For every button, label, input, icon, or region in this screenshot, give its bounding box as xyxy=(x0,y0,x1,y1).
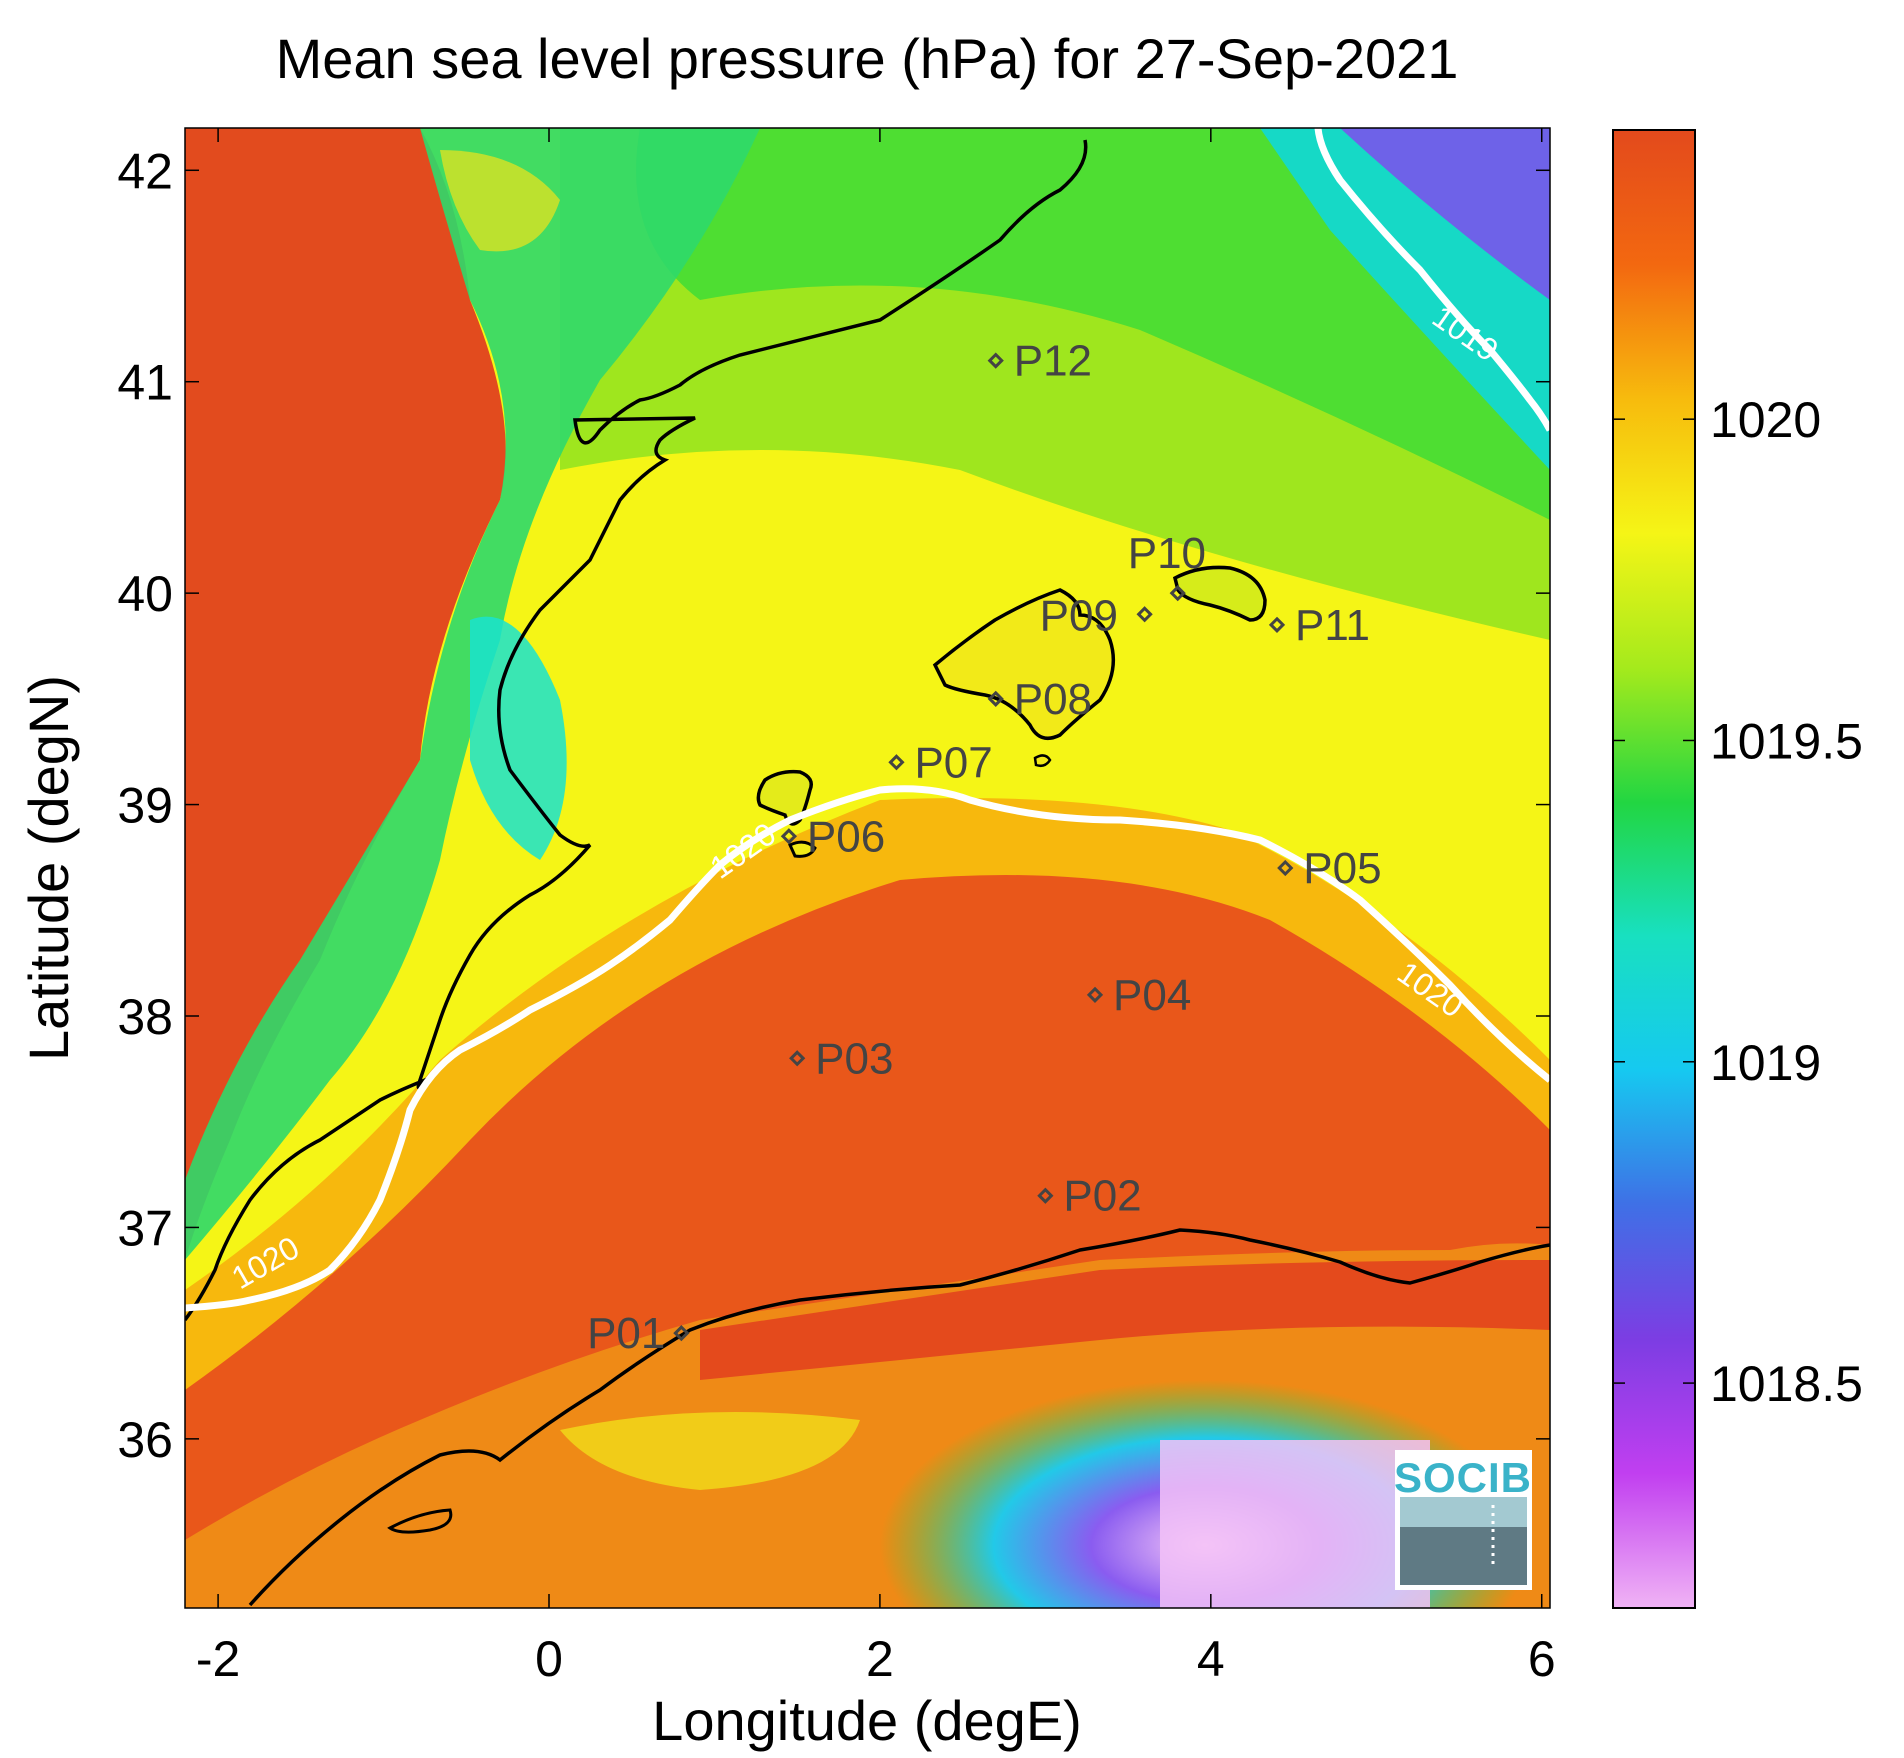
station-p01: P01 xyxy=(587,1309,690,1358)
coastline-africa xyxy=(248,1228,1550,1607)
x-tick-label: 0 xyxy=(535,1631,563,1687)
station-p12: P12 xyxy=(987,337,1092,386)
station-label: P10 xyxy=(1128,529,1206,578)
colorbar-ticks: 1018.5 1019 1019.5 1020 xyxy=(1613,392,1863,1412)
station-marker xyxy=(673,1325,690,1342)
y-tick-label: 36 xyxy=(117,1412,173,1468)
y-axis-label: Latitude (degN) xyxy=(17,675,80,1061)
station-label: P11 xyxy=(1295,601,1370,650)
x-tick-label: -2 xyxy=(196,1631,240,1687)
colorbar-gradient xyxy=(1612,129,1696,1609)
chart-title: Mean sea level pressure (hPa) for 27-Sep… xyxy=(276,27,1459,90)
coastline-iberia xyxy=(185,139,1088,1322)
x-tick-label: 6 xyxy=(1528,1631,1556,1687)
colorbar-tick-label: 1020 xyxy=(1710,392,1821,448)
contour-1020 xyxy=(185,785,1550,1312)
station-marker xyxy=(1037,1187,1054,1204)
station-p11: P11 xyxy=(1268,601,1370,650)
y-tick-label: 42 xyxy=(117,143,173,199)
station-p04: P04 xyxy=(1086,971,1191,1020)
station-marker xyxy=(1086,986,1104,1003)
y-tick-label: 41 xyxy=(117,355,173,411)
socib-logo: SOCIB xyxy=(1394,1450,1532,1590)
x-tick-label: 2 xyxy=(866,1631,894,1687)
colorbar-tick-label: 1019.5 xyxy=(1710,713,1863,769)
land-iberia-coastal-yellow xyxy=(440,150,560,252)
station-marker xyxy=(1169,585,1186,602)
station-marker xyxy=(888,754,905,771)
land-iberia xyxy=(185,128,506,1260)
station-p05: P05 xyxy=(1277,844,1382,893)
station-p03: P03 xyxy=(789,1034,893,1083)
island-ibiza xyxy=(756,769,813,826)
land-africa-low-core xyxy=(1160,1440,1430,1608)
station-label: P12 xyxy=(1014,337,1092,386)
map-frame xyxy=(184,127,1551,1609)
station-p07: P07 xyxy=(888,738,993,787)
station-marker xyxy=(1268,616,1286,633)
station-p09: P09 xyxy=(1040,591,1153,640)
coastline-alboran-island xyxy=(387,1508,453,1534)
y-axis: 36 37 38 39 40 41 42 xyxy=(117,143,1550,1468)
land-iberia-cyan xyxy=(470,616,567,860)
station-label: P06 xyxy=(807,812,885,861)
contour-1019 xyxy=(1314,128,1550,432)
x-axis-label: Longitude (degE) xyxy=(652,1689,1082,1752)
y-tick-label: 40 xyxy=(117,566,173,622)
station-marker xyxy=(987,352,1004,369)
station-label: P03 xyxy=(815,1034,893,1083)
island-mallorca xyxy=(932,588,1116,741)
socib-logo-text: SOCIB xyxy=(1394,1454,1532,1501)
station-p02: P02 xyxy=(1037,1172,1142,1221)
x-tick-label: 4 xyxy=(1197,1631,1225,1687)
station-label: P01 xyxy=(587,1309,665,1358)
pressure-field-north-blue xyxy=(1340,128,1550,300)
pressure-field-north-green xyxy=(636,128,1550,520)
island-formentera xyxy=(788,840,817,858)
map-area: 1020 1020 1020 1019 P01P02P03P04P05P06P0… xyxy=(185,128,1550,1608)
y-tick-label: 37 xyxy=(117,1200,173,1256)
station-marker xyxy=(987,690,1004,707)
x-axis: -2 0 2 4 6 xyxy=(196,128,1556,1687)
colorbar: 1018.5 1019 1019.5 1020 xyxy=(1612,129,1863,1609)
island-menorca xyxy=(1172,565,1267,622)
station-marker xyxy=(1277,859,1294,877)
land-africa-north-red xyxy=(700,1260,1550,1380)
land-africa-yellow xyxy=(560,1412,860,1490)
station-p08: P08 xyxy=(987,675,1092,724)
station-label: P09 xyxy=(1040,591,1118,640)
station-marker xyxy=(789,1050,806,1067)
colorbar-tick-label: 1019 xyxy=(1710,1035,1821,1091)
station-label: P07 xyxy=(914,738,992,787)
station-p10: P10 xyxy=(1128,529,1206,602)
station-marker xyxy=(1136,606,1153,623)
colorbar-tick-label: 1018.5 xyxy=(1710,1356,1863,1412)
station-label: P04 xyxy=(1113,971,1191,1020)
island-cabrera xyxy=(1033,754,1052,768)
station-p06: P06 xyxy=(780,812,885,861)
station-label: P02 xyxy=(1063,1172,1141,1221)
y-tick-label: 39 xyxy=(117,778,173,834)
station-marker xyxy=(780,828,798,845)
station-label: P08 xyxy=(1014,675,1092,724)
y-tick-label: 38 xyxy=(117,989,173,1045)
station-label: P05 xyxy=(1303,844,1381,893)
